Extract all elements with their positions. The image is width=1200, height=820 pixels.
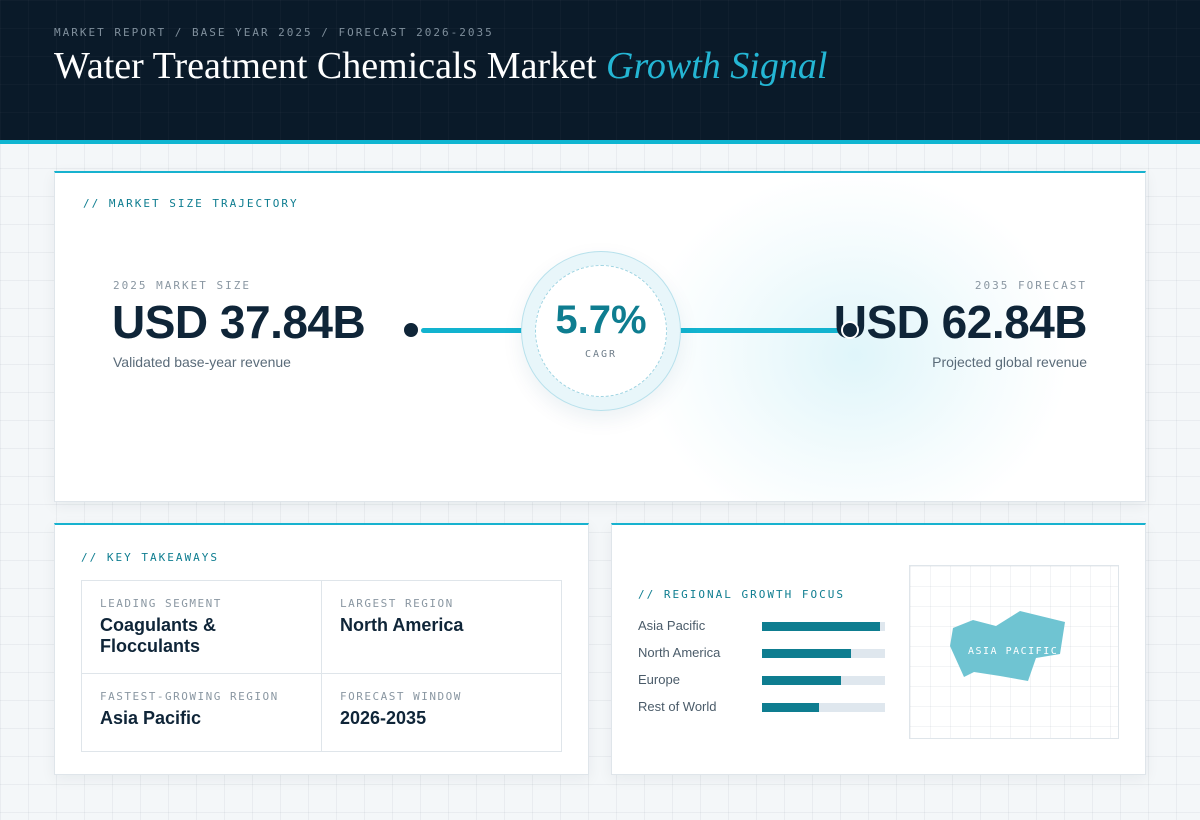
region-name: Asia Pacific <box>638 618 706 633</box>
region-row-north-america: North America <box>638 645 888 661</box>
region-bar-fill <box>762 703 819 712</box>
takeaways-grid: LEADING SEGMENT Coagulants & Flocculants… <box>81 580 562 752</box>
takeaway-value: North America <box>340 615 464 635</box>
region-name: North America <box>638 645 721 660</box>
section-label-takeaways: // KEY TAKEAWAYS <box>81 551 219 564</box>
region-row-rest-of-world: Rest of World <box>638 699 888 715</box>
takeaway-label: FORECAST WINDOW <box>340 690 462 703</box>
cagr-badge: 5.7% CAGR <box>521 251 681 411</box>
regional-growth-card: // REGIONAL GROWTH FOCUS Asia Pacific No… <box>611 523 1146 775</box>
region-bar-fill <box>762 649 851 658</box>
takeaway-value: Coagulants & Flocculants <box>100 615 217 656</box>
takeaway-forecast-window: FORECAST WINDOW 2026-2035 <box>322 674 561 751</box>
takeaway-value: 2026-2035 <box>340 708 427 728</box>
takeaway-largest-region: LARGEST REGION North America <box>322 581 561 674</box>
region-bar-track <box>762 703 885 712</box>
region-map: ASIA PACIFIC <box>909 565 1119 739</box>
region-row-asia-pacific: Asia Pacific <box>638 618 888 634</box>
region-bar-track <box>762 649 885 658</box>
start-market-size-value: USD 37.84B <box>112 296 366 348</box>
region-bar-track <box>762 622 885 631</box>
page-header: MARKET REPORT / BASE YEAR 2025 / FORECAS… <box>0 0 1200 144</box>
start-subtitle: Validated base-year revenue <box>113 354 291 370</box>
start-caption: 2025 MARKET SIZE <box>113 279 251 292</box>
section-label-regional: // REGIONAL GROWTH FOCUS <box>638 588 845 601</box>
takeaway-leading-segment: LEADING SEGMENT Coagulants & Flocculants <box>82 581 322 674</box>
region-row-europe: Europe <box>638 672 888 688</box>
end-caption: 2035 FORECAST <box>974 279 1087 292</box>
page-title: Water Treatment Chemicals Market Growth … <box>54 44 827 88</box>
trajectory-line-left <box>421 328 531 333</box>
section-label-trajectory: // MARKET SIZE TRAJECTORY <box>83 197 299 210</box>
region-bar-fill <box>762 676 841 685</box>
market-size-card: // MARKET SIZE TRAJECTORY 2025 MARKET SI… <box>54 171 1146 502</box>
end-subtitle: Projected global revenue <box>932 354 1087 370</box>
breadcrumb: MARKET REPORT / BASE YEAR 2025 / FORECAS… <box>54 26 494 39</box>
start-point-dot <box>402 321 420 339</box>
trajectory-line-right <box>665 328 845 333</box>
region-name: Europe <box>638 672 680 687</box>
page-title-accent: Growth Signal <box>606 45 828 87</box>
takeaway-fastest-growing-region: FASTEST-GROWING REGION Asia Pacific <box>82 674 322 751</box>
takeaway-label: LEADING SEGMENT <box>100 597 222 610</box>
forecast-market-size-value: USD 62.84B <box>833 296 1088 348</box>
cagr-label: CAGR <box>584 349 618 360</box>
takeaway-label: FASTEST-GROWING REGION <box>100 690 279 703</box>
page-title-main: Water Treatment Chemicals Market <box>54 45 597 87</box>
asia-pacific-map-shape <box>950 611 1065 681</box>
key-takeaways-card: // KEY TAKEAWAYS LEADING SEGMENT Coagula… <box>54 523 589 775</box>
takeaway-label: LARGEST REGION <box>340 597 454 610</box>
cagr-badge-inner: 5.7% CAGR <box>535 265 667 397</box>
takeaway-value: Asia Pacific <box>100 708 202 728</box>
end-point-dot <box>841 321 859 339</box>
region-bar-fill <box>762 622 881 631</box>
cagr-value: 5.7% <box>555 298 647 342</box>
region-name: Rest of World <box>638 699 717 714</box>
map-region-label: ASIA PACIFIC <box>968 646 1059 657</box>
region-bar-track <box>762 676 885 685</box>
